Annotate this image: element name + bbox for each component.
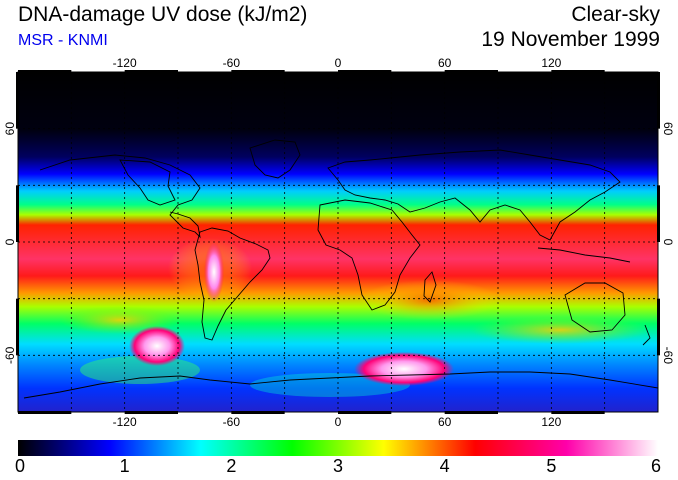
frame-bar-segment (338, 411, 392, 414)
lon-tick-label-bottom: 120 (541, 415, 561, 429)
lon-tick-label-top: -120 (113, 56, 137, 70)
colorbar-tick-label: 3 (332, 456, 344, 476)
frame-bar-segment (657, 298, 660, 356)
frame-bar-segment (16, 72, 19, 129)
colorbar-tick-label: 2 (226, 456, 237, 476)
frame-bar-segment (551, 70, 605, 73)
uv-maximum-antarctic-coast (354, 352, 454, 386)
map-title: DNA-damage UV dose (kJ/m2) (18, 3, 308, 26)
frame-bar-segment (551, 411, 605, 414)
colorbar-tick-label: 5 (546, 456, 557, 476)
date-label: 19 November 1999 (481, 28, 660, 51)
colorbar-tick-label: 0 (14, 456, 26, 476)
lon-tick-label-top: 120 (541, 56, 561, 70)
frame-bar-segment (231, 70, 285, 73)
frame-bar-segment (231, 411, 285, 414)
lon-tick-label-bottom: -60 (223, 415, 241, 429)
frame-bar-segment (657, 72, 660, 129)
lon-tick-label-top: -60 (223, 56, 241, 70)
frame-bar-segment (124, 70, 178, 73)
lon-tick-label-top: 60 (438, 56, 452, 70)
lon-tick-label-bottom: 0 (335, 415, 342, 429)
lon-tick-label-bottom: -120 (113, 415, 137, 429)
lat-tick-label-right: 0 (661, 239, 675, 246)
lat-tick-label-left: -60 (3, 346, 17, 364)
uv-maximum-south-pacific (129, 326, 185, 366)
graticule (18, 72, 658, 412)
lat-tick-label-left: 60 (3, 122, 17, 136)
lat-tick-label-right: -60 (661, 347, 675, 365)
frame-scale-bars (16, 70, 660, 414)
frame-bar-segment (338, 70, 392, 73)
frame-bar-segment (18, 70, 72, 73)
sky-condition-label: Clear-sky (571, 3, 660, 26)
colorbar-tick-label: 4 (439, 456, 450, 476)
frame-bar-segment (16, 298, 19, 356)
frame-bar-segment (444, 70, 498, 73)
colorbar-tick-label: 1 (119, 456, 130, 476)
lon-tick-label-bottom: 60 (438, 415, 452, 429)
frame-bar-segment (18, 411, 72, 414)
colorbar (18, 440, 658, 456)
coastlines (23, 139, 658, 399)
frame-bar-segment (124, 411, 178, 414)
frame-bar-segment (16, 185, 19, 242)
frame-bar-segment (444, 411, 498, 414)
lon-tick-label-top: 0 (335, 56, 342, 70)
data-source-label: MSR - KNMI (18, 32, 108, 49)
uv-maximum-andes (204, 242, 224, 302)
lat-tick-label-left: 0 (3, 238, 17, 245)
frame-bar-segment (657, 185, 660, 242)
lat-tick-label-right: 60 (661, 122, 675, 136)
colorbar-tick-label: 6 (650, 456, 662, 476)
